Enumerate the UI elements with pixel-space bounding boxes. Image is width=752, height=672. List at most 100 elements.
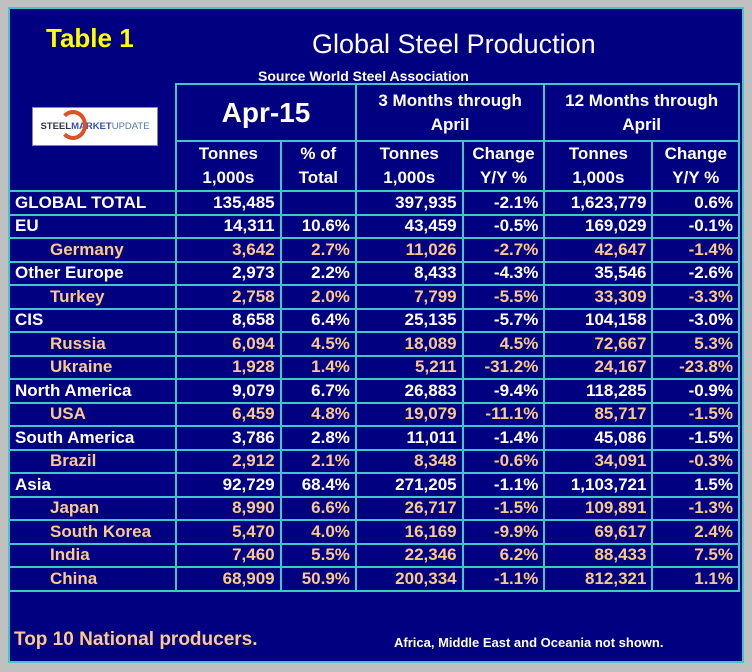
value-cell: 4.5%: [279, 331, 357, 357]
value-cell: 6.2%: [461, 542, 546, 568]
value-cell: 4.8%: [279, 401, 357, 427]
value-cell: 8,990: [175, 495, 282, 521]
table-row: Brazil 2,912 2.1% 8,348 -0.6% 34,091 -0.3%: [7, 448, 740, 474]
value-cell: 118,285: [543, 378, 654, 404]
column-header-line: Change: [664, 144, 727, 163]
value-cell: 1.1%: [651, 566, 740, 592]
value-cell: 1.4%: [279, 354, 357, 380]
column-header-line: Total: [298, 168, 338, 187]
value-cell: -1.5%: [461, 495, 546, 521]
value-cell: 169,029: [543, 213, 654, 239]
value-cell: 22,346: [354, 542, 464, 568]
group-header-line: April: [622, 114, 662, 134]
steel-market-update-logo: STEEL MARKET UPDATE: [32, 107, 158, 146]
page-title: Global Steel Production: [312, 29, 596, 59]
value-cell: 9,079: [175, 378, 282, 404]
table-row: CIS 8,658 6.4% 25,135 -5.7% 104,158 -3.0%: [7, 307, 740, 333]
table-row: GLOBAL TOTAL 135,485 397,935 -2.1% 1,623,779…: [7, 190, 740, 216]
table-row: South America 3,786 2.8% 11,011 -1.4% 45,086-…: [7, 425, 740, 451]
value-cell: 8,433: [354, 260, 464, 286]
value-cell: -3.0%: [651, 307, 740, 333]
value-cell: 26,883: [354, 378, 464, 404]
column-header-line: Y/Y %: [672, 168, 720, 187]
value-cell: 88,433: [543, 542, 654, 568]
value-cell: 34,091: [543, 448, 654, 474]
region-name: Asia: [7, 472, 178, 498]
column-header-line: Change: [472, 144, 535, 163]
value-cell: 2.2%: [279, 260, 357, 286]
value-cell: -0.5%: [461, 213, 546, 239]
value-cell: 2,758: [175, 284, 282, 310]
value-cell: 4.0%: [279, 519, 357, 545]
column-header-line: % of: [300, 144, 337, 163]
value-cell: -5.5%: [461, 284, 546, 310]
value-cell: 7,460: [175, 542, 282, 568]
value-cell: 6.7%: [279, 378, 357, 404]
value-cell: 5.3%: [651, 331, 740, 357]
value-cell: -9.9%: [461, 519, 546, 545]
value-cell: 6,094: [175, 331, 282, 357]
value-cell: -2.7%: [461, 237, 546, 263]
value-cell: -1.5%: [651, 401, 740, 427]
region-name: Germany: [7, 237, 178, 263]
column-header-line: Tonnes: [379, 144, 439, 163]
column-header: % of Total: [279, 140, 357, 192]
table-row: USA 6,459 4.8% 19,079 -11.1% 85,717 -1.5%: [7, 401, 740, 427]
value-cell: 68,909: [175, 566, 282, 592]
table-row: Asia 92,729 68.4% 271,205 -1.1% 1,103,721 1.5%: [7, 472, 740, 498]
value-cell: 2,912: [175, 448, 282, 474]
column-header-line: Tonnes: [568, 144, 628, 163]
table-row: Germany 3,642 2.7% 11,026 -2.7% 42,647 -1.4%: [7, 237, 740, 263]
value-cell: 0.6%: [651, 190, 740, 216]
logo-text: MARKET: [71, 121, 112, 132]
logo-text: STEEL: [40, 121, 72, 132]
value-cell: 109,891: [543, 495, 654, 521]
value-cell: 135,485: [175, 190, 282, 216]
region-name: South America: [7, 425, 178, 451]
value-cell: 2.1%: [279, 448, 357, 474]
region-name: Turkey: [7, 284, 178, 310]
value-cell: 4.5%: [461, 331, 546, 357]
group-header-row: Apr-15 3 Months through April 12 Months thr…: [9, 83, 740, 142]
value-cell: -0.1%: [651, 213, 740, 239]
region-name: EU: [7, 213, 178, 239]
column-header: Tonnes 1,000s: [354, 140, 464, 192]
value-cell: -2.1%: [461, 190, 546, 216]
table-row: Turkey 2,758 2.0% 7,799 -5.5% 33,309 -3.3%: [7, 284, 740, 310]
value-cell: -2.6%: [651, 260, 740, 286]
value-cell: 69,617: [543, 519, 654, 545]
column-header-line: 1,000s: [383, 168, 436, 187]
value-cell: 1.5%: [651, 472, 740, 498]
region-name: India: [7, 542, 178, 568]
value-cell: -1.1%: [461, 472, 546, 498]
column-header: Change Y/Y %: [651, 140, 740, 192]
group-header-line: 3 Months through: [378, 90, 522, 110]
region-name: GLOBAL TOTAL: [7, 190, 178, 216]
column-header-line: 1,000s: [202, 168, 255, 187]
group-header-line: 12 Months through: [565, 90, 719, 110]
column-header-line: Tonnes: [198, 144, 258, 163]
value-cell: -1.1%: [461, 566, 546, 592]
value-cell: -3.3%: [651, 284, 740, 310]
value-cell: 200,334: [354, 566, 464, 592]
value-cell: 10.6%: [279, 213, 357, 239]
omission-note: Africa, Middle East and Oceania not show…: [394, 635, 664, 650]
value-cell: 1,623,779: [543, 190, 654, 216]
value-cell: 5.5%: [279, 542, 357, 568]
value-cell: 26,717: [354, 495, 464, 521]
column-header-row: Tonnes 1,000s % of Total Tonnes 1,000s Change Y…: [9, 140, 740, 192]
value-cell: -31.2%: [461, 354, 546, 380]
value-cell: 11,011: [354, 425, 464, 451]
group-header: 3 Months through April: [354, 83, 546, 142]
column-header-line: 1,000s: [572, 168, 625, 187]
value-cell: -1.4%: [651, 237, 740, 263]
table-row: EU 14,311 10.6% 43,459 -0.5% 169,029 -0.1%: [7, 213, 740, 239]
value-cell: 104,158: [543, 307, 654, 333]
empty-cell: [9, 141, 176, 191]
value-cell: 45,086: [543, 425, 654, 451]
value-cell: 1,928: [175, 354, 282, 380]
value-cell: 43,459: [354, 213, 464, 239]
table-row: South Korea 5,470 4.0% 16,169 -9.9% 69,617 2.4…: [7, 519, 740, 545]
group-header: Apr-15: [175, 83, 357, 142]
table-row: India 7,460 5.5% 22,346 6.2% 88,433 7.5%: [7, 542, 740, 568]
